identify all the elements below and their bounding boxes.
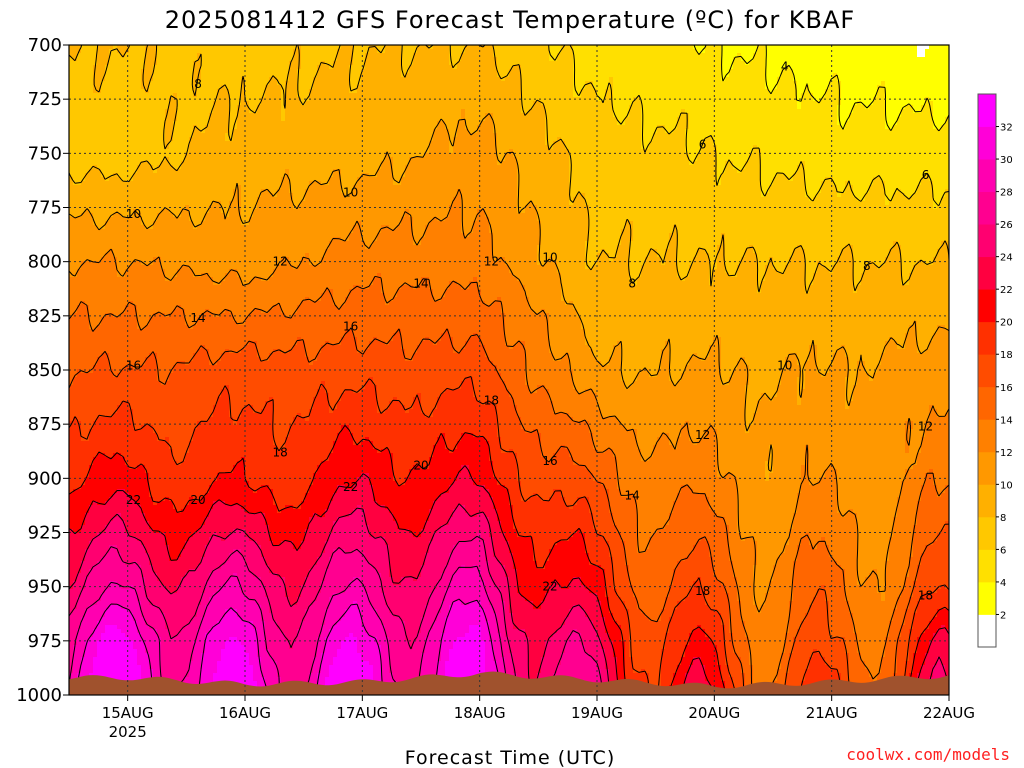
x-tick-label: 16AUG: [219, 704, 271, 722]
contour-label: 8: [628, 276, 636, 290]
colorbar-label: 22: [1000, 285, 1013, 296]
colorbar-swatch: [978, 354, 996, 387]
colorbar-label: 28: [1000, 188, 1013, 199]
contour-label: 18: [273, 445, 288, 459]
contour-label: 18: [918, 588, 933, 602]
contour-label: 16: [343, 320, 358, 334]
colorbar-label: 12: [1000, 448, 1013, 459]
y-tick-label: 950: [28, 577, 62, 598]
colorbar-swatch: [978, 549, 996, 582]
colorbar-label: 26: [1000, 220, 1013, 231]
y-axis-ticks: 700 725 750 775 800 825 850 875 900 925 950 975 1000: [16, 35, 69, 706]
y-tick-label: 775: [28, 198, 62, 219]
colorbar-swatch: [978, 127, 996, 160]
contour-label: 12: [695, 428, 710, 442]
contour-label: 10: [343, 185, 358, 199]
contour-label: 12: [273, 255, 288, 269]
colorbar-label: 20: [1000, 318, 1013, 329]
colorbar-swatch: [978, 289, 996, 322]
colorbar-swatch: [978, 484, 996, 517]
x-tick-label: 21AUG: [806, 704, 858, 722]
colorbar-swatch: [978, 257, 996, 290]
colorbar-label: 32: [1000, 123, 1013, 134]
colorbar-swatch: [978, 614, 996, 647]
contour-label: 20: [190, 493, 205, 507]
x-tick-year: 2025: [109, 723, 147, 741]
contour-label: 12: [484, 255, 499, 269]
colorbar-swatch: [978, 224, 996, 257]
x-tick-label: 15AUG: [102, 704, 154, 722]
contour-label: 18: [695, 584, 710, 598]
contour-label: 14: [190, 311, 205, 325]
colorbar-label: 30: [1000, 155, 1013, 166]
colorbar-swatch: [978, 322, 996, 355]
y-tick-label: 800: [28, 252, 62, 273]
colorbar-label: 4: [1000, 578, 1006, 589]
y-tick-label: 875: [28, 414, 62, 435]
contour-label: 14: [625, 489, 640, 503]
contour-label: 16: [126, 359, 141, 373]
colorbar-swatch: [978, 452, 996, 485]
contour-label: 4: [781, 60, 789, 74]
colorbar-swatch: [978, 94, 996, 127]
contour-label: 22: [343, 480, 358, 494]
x-tick-label: 17AUG: [336, 704, 388, 722]
colorbar-label: 6: [1000, 545, 1006, 556]
colorbar-label: 10: [1000, 480, 1013, 491]
y-tick-label: 700: [28, 35, 62, 56]
contour-label: 18: [484, 393, 499, 407]
contour-label: 22: [126, 493, 141, 507]
colorbar-swatch: [978, 192, 996, 225]
y-tick-label: 725: [28, 89, 62, 110]
contour-label: 6: [922, 168, 930, 182]
colorbar-label: 18: [1000, 350, 1013, 361]
colorbar-label: 8: [1000, 513, 1006, 524]
contour-label: 6: [699, 138, 707, 152]
colorbar-swatch: [978, 387, 996, 420]
y-tick-label: 925: [28, 523, 62, 544]
x-axis-label: Forecast Time (UTC): [405, 747, 615, 768]
y-tick-label: 850: [28, 360, 62, 381]
contour-label: 8: [194, 77, 202, 91]
y-tick-label: 975: [28, 631, 62, 652]
x-tick-label: 19AUG: [571, 704, 623, 722]
contour-label: 16: [542, 454, 557, 468]
chart-title: 2025081412 GFS Forecast Temperature (ºC)…: [165, 6, 855, 34]
colorbar-swatch: [978, 582, 996, 615]
colorbar-swatch: [978, 517, 996, 550]
contour-label: 20: [413, 458, 428, 472]
colorbar-label: 24: [1000, 253, 1013, 264]
x-tick-label: 20AUG: [688, 704, 740, 722]
contour-label: 10: [126, 207, 141, 221]
colorbar-label: 2: [1000, 610, 1006, 621]
credit-link[interactable]: coolwx.com/models: [846, 745, 1010, 764]
plot-area: 10 16 22 8 14 20 12 18 10 16 22 14 20 12 18 10 16 22 8 14 6 1…: [69, 45, 951, 698]
contour-label: 14: [413, 276, 428, 290]
colorbar-swatch: [978, 159, 996, 192]
colorbar-label: 16: [1000, 383, 1013, 394]
contour-label: 10: [542, 250, 557, 264]
contour-label: 8: [863, 259, 871, 273]
y-tick-label: 900: [28, 468, 62, 489]
contour-label: 22: [542, 580, 557, 594]
x-tick-label: 22AUG: [923, 704, 975, 722]
colorbar-swatch: [978, 419, 996, 452]
contour-label: 12: [918, 419, 933, 433]
y-tick-label: 750: [28, 143, 62, 164]
colorbar-label: 14: [1000, 415, 1013, 426]
y-tick-label: 825: [28, 306, 62, 327]
contour-label: 10: [777, 359, 792, 373]
y-tick-label: 1000: [16, 685, 62, 706]
x-tick-label: 18AUG: [454, 704, 506, 722]
